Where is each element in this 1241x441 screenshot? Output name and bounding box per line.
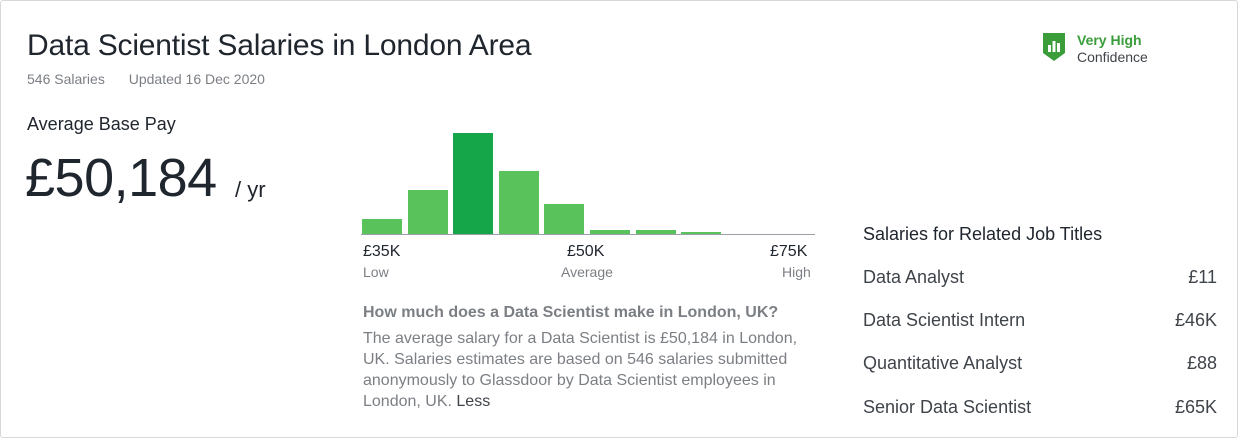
tick-average-label: Average bbox=[561, 264, 613, 280]
shield-bar-chart-icon bbox=[1043, 33, 1065, 61]
histogram-bar bbox=[590, 230, 630, 235]
histogram-bar bbox=[362, 219, 402, 235]
tick-average-value: £50K bbox=[567, 243, 605, 260]
related-job-title[interactable]: Data Scientist Intern bbox=[863, 310, 1026, 330]
confidence-level: Very High bbox=[1077, 32, 1142, 48]
histogram-baseline bbox=[361, 234, 815, 235]
confidence-badge: Very High Confidence bbox=[1042, 32, 1148, 66]
related-jobs-title: Salaries for Related Job Titles bbox=[863, 224, 1103, 244]
histogram-bar bbox=[499, 171, 539, 235]
tick-low-value: £35K bbox=[363, 243, 401, 260]
histogram-bar bbox=[636, 230, 676, 235]
related-job-pay: £46K bbox=[1174, 310, 1217, 330]
histogram-bar bbox=[544, 204, 584, 235]
tick-low-label: Low bbox=[363, 264, 389, 280]
confidence-label: Confidence bbox=[1077, 49, 1148, 65]
salary-answer-text: The average salary for a Data Scientist … bbox=[363, 330, 798, 410]
page-title: Data Scientist Salaries in London Area bbox=[27, 29, 532, 62]
histogram-bar bbox=[408, 190, 448, 235]
average-pay-value: £50,184 bbox=[25, 148, 217, 208]
salary-histogram bbox=[361, 131, 815, 235]
related-job-pay: £11 bbox=[1188, 267, 1217, 287]
salary-question: How much does a Data Scientist make in L… bbox=[363, 304, 779, 321]
related-job-pay: £65K bbox=[1174, 397, 1217, 417]
salary-answer: The average salary for a Data Scientist … bbox=[363, 328, 813, 412]
average-pay-unit: / yr bbox=[235, 177, 266, 202]
histogram-bar bbox=[681, 232, 721, 235]
tick-high-label: High bbox=[782, 264, 811, 280]
updated-date: Updated 16 Dec 2020 bbox=[128, 71, 265, 87]
histogram-bar bbox=[453, 133, 493, 235]
related-job-title[interactable]: Data Analyst bbox=[863, 267, 965, 287]
salary-meta: 546 Salaries Updated 16 Dec 2020 bbox=[27, 71, 265, 87]
related-job-title[interactable]: Quantitative Analyst bbox=[863, 353, 1023, 373]
salary-count: 546 Salaries bbox=[27, 71, 105, 87]
tick-high-value: £75K bbox=[770, 243, 808, 260]
average-pay-label: Average Base Pay bbox=[27, 114, 176, 134]
related-job-pay: £88 bbox=[1186, 353, 1217, 373]
related-job-title[interactable]: Senior Data Scientist bbox=[863, 397, 1032, 417]
less-link[interactable]: Less bbox=[456, 393, 491, 410]
